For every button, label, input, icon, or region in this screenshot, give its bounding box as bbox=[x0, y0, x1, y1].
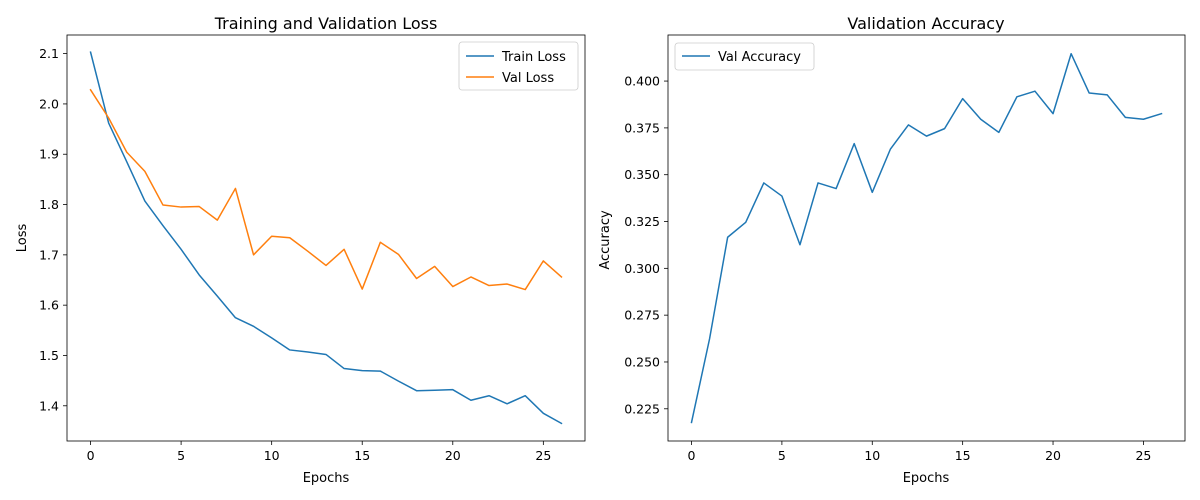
accuracy-x-tick-label: 20 bbox=[1045, 448, 1061, 463]
legend-val-loss-label: Val Loss bbox=[502, 71, 554, 86]
accuracy-plot-area bbox=[668, 35, 1185, 441]
loss-y-tick-label: 2.1 bbox=[39, 46, 59, 61]
accuracy-y-tick-label: 0.350 bbox=[624, 167, 660, 182]
loss-chart-title: Training and Validation Loss bbox=[214, 14, 438, 33]
legend-val-accuracy-label: Val Accuracy bbox=[718, 50, 801, 65]
accuracy-chart: 0 5 10 15 20 25 0.225 0.250 0.275 0.300 0.325 0.350… bbox=[598, 14, 1186, 486]
accuracy-legend: Val Accuracy bbox=[674, 42, 815, 71]
accuracy-chart-title: Validation Accuracy bbox=[847, 14, 1004, 33]
accuracy-y-tick-label: 0.275 bbox=[624, 308, 660, 323]
loss-ticks: 0 5 10 15 20 25 1.4 1.5 1.6 1.7 1.8 1.9 2.0 2.1 bbox=[39, 46, 551, 463]
loss-x-tick-label: 0 bbox=[87, 448, 95, 463]
accuracy-x-tick-label: 5 bbox=[778, 448, 786, 463]
accuracy-y-tick-label: 0.325 bbox=[624, 214, 660, 229]
loss-y-axis-label: Loss bbox=[15, 224, 30, 253]
accuracy-x-tick-label: 10 bbox=[864, 448, 880, 463]
loss-x-tick-label: 5 bbox=[177, 448, 185, 463]
loss-y-tick-label: 2.0 bbox=[39, 96, 59, 111]
loss-chart: 0 5 10 15 20 25 1.4 1.5 1.6 1.7 1.8 1.9 2.0 2.1 Train… bbox=[15, 14, 586, 486]
loss-x-tick-label: 25 bbox=[535, 448, 551, 463]
accuracy-y-tick-label: 0.250 bbox=[624, 354, 660, 369]
accuracy-y-tick-label: 0.375 bbox=[624, 120, 660, 135]
accuracy-ticks: 0 5 10 15 20 25 0.225 0.250 0.275 0.300 0.325 0.350… bbox=[624, 74, 1151, 463]
loss-legend: Train Loss Val Loss bbox=[458, 41, 579, 91]
loss-plot-area bbox=[67, 35, 585, 441]
loss-y-tick-label: 1.7 bbox=[39, 247, 59, 262]
loss-y-tick-label: 1.4 bbox=[39, 398, 59, 413]
loss-y-tick-label: 1.8 bbox=[39, 197, 59, 212]
loss-y-tick-label: 1.6 bbox=[39, 298, 59, 313]
accuracy-x-tick-label: 25 bbox=[1135, 448, 1151, 463]
accuracy-x-axis-label: Epochs bbox=[903, 471, 950, 486]
accuracy-plot-frame bbox=[667, 34, 1186, 442]
accuracy-y-axis-label: Accuracy bbox=[598, 210, 613, 270]
loss-x-axis-label: Epochs bbox=[303, 471, 350, 486]
series-line-train-loss bbox=[89, 51, 563, 425]
accuracy-legend-box bbox=[674, 42, 815, 71]
loss-y-tick-label: 1.5 bbox=[39, 348, 59, 363]
loss-x-tick-label: 20 bbox=[445, 448, 461, 463]
loss-legend-box bbox=[458, 41, 579, 91]
loss-plot-frame bbox=[66, 34, 586, 442]
accuracy-x-tick-label: 0 bbox=[688, 448, 696, 463]
series-line-val-accuracy bbox=[690, 52, 1163, 424]
accuracy-y-tick-label: 0.400 bbox=[624, 74, 660, 89]
loss-series-layer bbox=[89, 51, 563, 425]
accuracy-y-tick-label: 0.300 bbox=[624, 261, 660, 276]
accuracy-series-layer bbox=[690, 52, 1163, 424]
legend-train-loss-label: Train Loss bbox=[501, 50, 566, 65]
series-line-val-loss bbox=[89, 88, 563, 291]
accuracy-y-tick-label: 0.225 bbox=[624, 401, 660, 416]
accuracy-x-tick-label: 15 bbox=[955, 448, 971, 463]
loss-x-tick-label: 15 bbox=[354, 448, 370, 463]
loss-x-tick-label: 10 bbox=[264, 448, 280, 463]
loss-y-tick-label: 1.9 bbox=[39, 147, 59, 162]
